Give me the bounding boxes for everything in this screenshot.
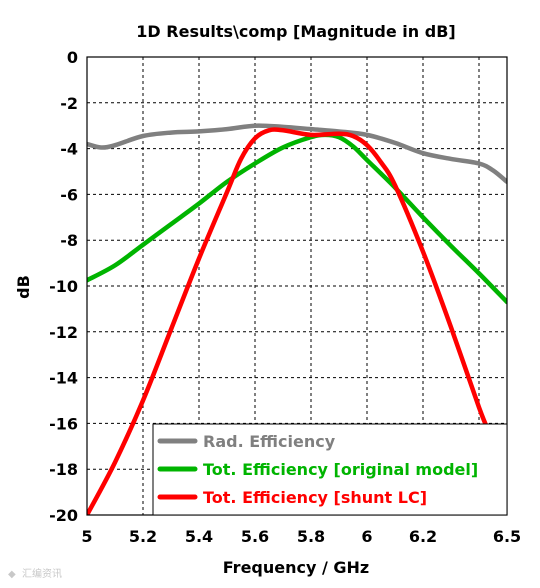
y-tick-labels: 0 -2 -4 -6 -8 -10 -12 -14 -16 -18 -20 — [49, 48, 78, 525]
legend-label: Rad. Efficiency — [203, 432, 336, 451]
x-tick-label: 5.8 — [297, 527, 325, 546]
x-tick-label: 6.2 — [409, 527, 437, 546]
watermark-logo-icon: ◆ — [8, 569, 16, 580]
y-tick-label: -6 — [60, 185, 78, 204]
x-tick-labels: 5 5.2 5.4 5.6 5.8 6 6.2 6.5 — [81, 527, 521, 546]
y-tick-label: -2 — [60, 94, 78, 113]
legend-entries: Rad. Efficiency Tot. Efficiency [original… — [157, 432, 478, 507]
series-line-rad-efficiency — [87, 123, 507, 185]
y-tick-label: -4 — [60, 140, 78, 159]
watermark: ◆ 汇编资讯 — [8, 567, 62, 580]
y-tick-label: 0 — [67, 48, 78, 67]
y-tick-label: -14 — [49, 369, 78, 388]
x-tick-label: 5.4 — [185, 527, 213, 546]
legend-label: Tot. Efficiency [shunt LC] — [203, 488, 427, 507]
x-tick-label: 6.5 — [493, 527, 521, 546]
y-tick-label: -16 — [49, 414, 78, 433]
y-tick-label: -12 — [49, 323, 78, 342]
legend-label: Tot. Efficiency [original model] — [203, 460, 478, 479]
y-tick-label: -8 — [60, 231, 78, 250]
series-layer — [87, 123, 507, 515]
y-tick-label: -20 — [49, 506, 78, 525]
x-tick-label: 5.6 — [241, 527, 269, 546]
chart-title: 1D Results\comp [Magnitude in dB] — [136, 22, 455, 41]
x-tick-label: 5 — [81, 527, 92, 546]
y-tick-label: -10 — [49, 277, 78, 296]
y-tick-label: -18 — [49, 460, 78, 479]
x-tick-label: 6 — [361, 527, 372, 546]
watermark-text: 汇编资讯 — [22, 567, 62, 580]
y-axis-label: dB — [14, 275, 33, 299]
legend: Rad. Efficiency Tot. Efficiency [original… — [152, 423, 508, 516]
x-tick-label: 5.2 — [129, 527, 157, 546]
x-axis-label: Frequency / GHz — [223, 558, 369, 577]
legend-box — [152, 423, 508, 516]
series-line-tot-efficiency-shunt-lc — [87, 127, 493, 515]
